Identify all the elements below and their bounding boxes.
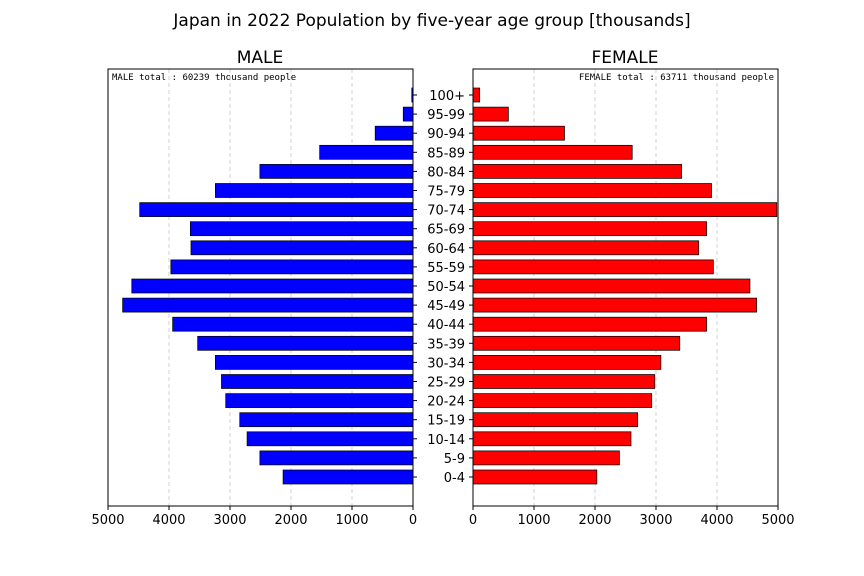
female-bar xyxy=(472,431,632,447)
male-bar xyxy=(225,393,414,408)
male-x-tick-label: 0 xyxy=(409,513,417,528)
female-bar xyxy=(472,469,598,485)
male-bar xyxy=(215,183,414,198)
age-group-label: 60-64 xyxy=(427,242,465,257)
female-bar xyxy=(472,412,639,428)
plot-layer: 0 0 1000 1000 2000 2000 3000 3000 4000 4000 5000 50… xyxy=(91,68,795,528)
female-bar xyxy=(472,316,707,332)
age-group-label: 90-94 xyxy=(427,127,465,142)
male-x-tick-label: 5000 xyxy=(91,513,124,528)
male-bar xyxy=(259,450,414,466)
age-group-label: 30-34 xyxy=(427,356,465,371)
age-group-label: 75-79 xyxy=(427,185,465,200)
female-axes-frame xyxy=(472,68,779,507)
female-bar xyxy=(472,164,682,179)
male-axes-frame xyxy=(107,68,414,507)
male-bar xyxy=(319,144,414,160)
female-bar xyxy=(472,221,707,237)
female-bar xyxy=(472,450,620,466)
male-x-tick-label: 2000 xyxy=(274,513,307,528)
male-bar xyxy=(282,469,414,485)
male-bar xyxy=(215,355,414,370)
female-x-tick-label: 1000 xyxy=(517,513,550,528)
female-bar xyxy=(472,240,700,256)
female-x-tick-label: 0 xyxy=(469,513,477,528)
male-bar xyxy=(374,125,414,141)
female-bar xyxy=(472,87,481,103)
age-group-label: 25-29 xyxy=(427,376,465,391)
female-bar xyxy=(472,335,681,351)
age-group-label: 5-9 xyxy=(444,452,465,467)
female-bar xyxy=(472,393,653,408)
male-bar xyxy=(190,240,414,256)
male-x-tick-label: 1000 xyxy=(335,513,368,528)
male-x-tick-label: 3000 xyxy=(213,513,246,528)
male-bar xyxy=(259,164,414,179)
female-x-tick-label: 5000 xyxy=(761,513,794,528)
male-bar xyxy=(221,374,414,389)
male-bar xyxy=(122,297,414,313)
female-total-annotation: FEMALE total : 63711 thousand people xyxy=(579,73,774,83)
male-bar xyxy=(197,335,414,351)
male-bar xyxy=(170,259,414,275)
female-bar xyxy=(472,278,751,294)
male-bar xyxy=(172,316,414,332)
female-panel-title: FEMALE xyxy=(591,48,658,68)
age-group-label: 50-54 xyxy=(427,280,465,295)
male-bar xyxy=(239,412,414,428)
female-x-tick-label: 2000 xyxy=(578,513,611,528)
female-bar xyxy=(472,106,509,122)
female-bar xyxy=(472,183,712,198)
female-bar xyxy=(472,374,656,389)
age-group-label: 10-14 xyxy=(427,433,465,448)
age-group-label: 40-44 xyxy=(427,318,465,333)
chart-title: Japan in 2022 Population by five-year ag… xyxy=(172,11,690,31)
age-group-label: 55-59 xyxy=(427,261,465,276)
female-bar xyxy=(472,202,778,217)
male-bar xyxy=(402,106,414,122)
age-group-label: 65-69 xyxy=(427,223,465,238)
female-bar xyxy=(472,259,714,275)
age-group-label: 20-24 xyxy=(427,395,465,410)
age-group-label: 15-19 xyxy=(427,414,465,429)
male-bar xyxy=(139,202,414,217)
female-x-tick-label: 4000 xyxy=(700,513,733,528)
male-panel-title: MALE xyxy=(237,48,284,68)
male-bar xyxy=(246,431,414,447)
age-group-label: 85-89 xyxy=(427,146,465,161)
female-bar xyxy=(472,355,662,370)
age-group-label: 95-99 xyxy=(427,108,465,123)
age-group-label: 35-39 xyxy=(427,337,465,352)
age-group-label: 0-4 xyxy=(444,471,465,486)
female-bar xyxy=(472,144,633,160)
age-group-label: 45-49 xyxy=(427,299,465,314)
male-x-tick-label: 4000 xyxy=(152,513,185,528)
female-bar xyxy=(472,125,565,141)
age-group-label: 70-74 xyxy=(427,204,465,219)
male-bar xyxy=(190,221,414,237)
male-bar xyxy=(131,278,414,294)
age-group-label: 100+ xyxy=(429,89,465,104)
age-group-label: 80-84 xyxy=(427,165,465,180)
male-total-annotation: MALE total : 60239 thousand people xyxy=(112,73,296,83)
female-bar xyxy=(472,297,757,313)
female-x-tick-label: 3000 xyxy=(639,513,672,528)
